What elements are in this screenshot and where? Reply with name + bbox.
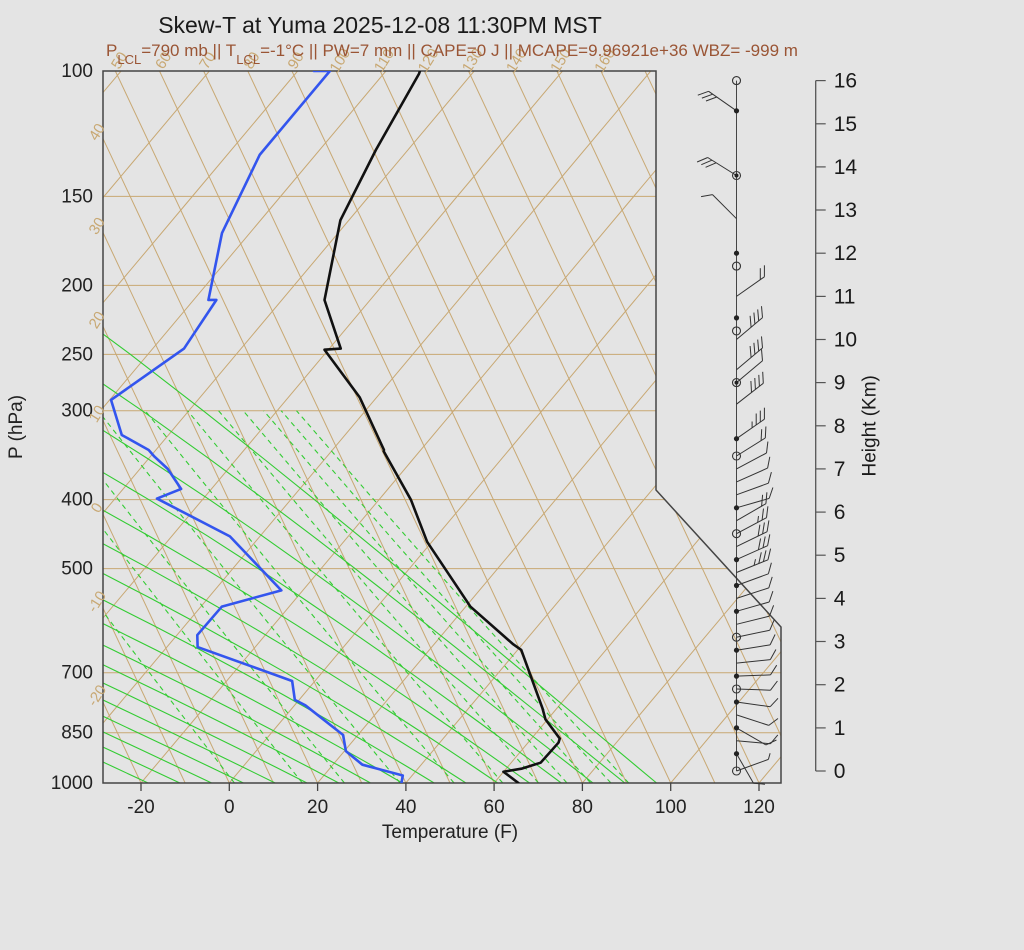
svg-text:2: 2 xyxy=(834,674,846,697)
svg-text:20: 20 xyxy=(307,797,328,818)
svg-text:15: 15 xyxy=(834,113,857,136)
svg-text:7: 7 xyxy=(834,458,846,481)
svg-text:150: 150 xyxy=(61,186,93,207)
svg-text:9: 9 xyxy=(834,372,846,395)
svg-text:40: 40 xyxy=(395,797,416,818)
svg-text:Skew-T at Yuma 2025-12-08 11:3: Skew-T at Yuma 2025-12-08 11:30PM MST xyxy=(158,12,602,38)
svg-text:Height (Km): Height (Km) xyxy=(860,375,881,476)
svg-text:60: 60 xyxy=(484,797,505,818)
svg-text:0: 0 xyxy=(224,797,235,818)
svg-text:8: 8 xyxy=(834,415,846,438)
svg-text:5: 5 xyxy=(834,544,846,567)
svg-text:4: 4 xyxy=(834,587,846,610)
svg-text:12: 12 xyxy=(834,242,857,265)
svg-text:850: 850 xyxy=(61,723,93,744)
svg-text:700: 700 xyxy=(61,663,93,684)
svg-text:1: 1 xyxy=(834,717,846,740)
svg-text:250: 250 xyxy=(61,344,93,365)
svg-text:16: 16 xyxy=(834,70,857,93)
svg-text:Temperature (F): Temperature (F) xyxy=(382,822,518,843)
svg-text:100: 100 xyxy=(61,61,93,82)
svg-text:13: 13 xyxy=(834,199,857,222)
svg-text:80: 80 xyxy=(572,797,593,818)
svg-text:10: 10 xyxy=(834,329,857,352)
svg-text:1000: 1000 xyxy=(51,773,93,794)
svg-text:11: 11 xyxy=(834,285,856,308)
svg-text:500: 500 xyxy=(61,559,93,580)
svg-text:-20: -20 xyxy=(127,797,154,818)
svg-text:200: 200 xyxy=(61,275,93,296)
svg-text:6: 6 xyxy=(834,501,846,524)
svg-text:3: 3 xyxy=(834,631,846,654)
svg-text:100: 100 xyxy=(655,797,687,818)
svg-text:120: 120 xyxy=(743,797,775,818)
svg-text:P (hPa): P (hPa) xyxy=(6,395,27,459)
svg-text:0: 0 xyxy=(834,760,846,783)
svg-text:14: 14 xyxy=(834,156,858,179)
